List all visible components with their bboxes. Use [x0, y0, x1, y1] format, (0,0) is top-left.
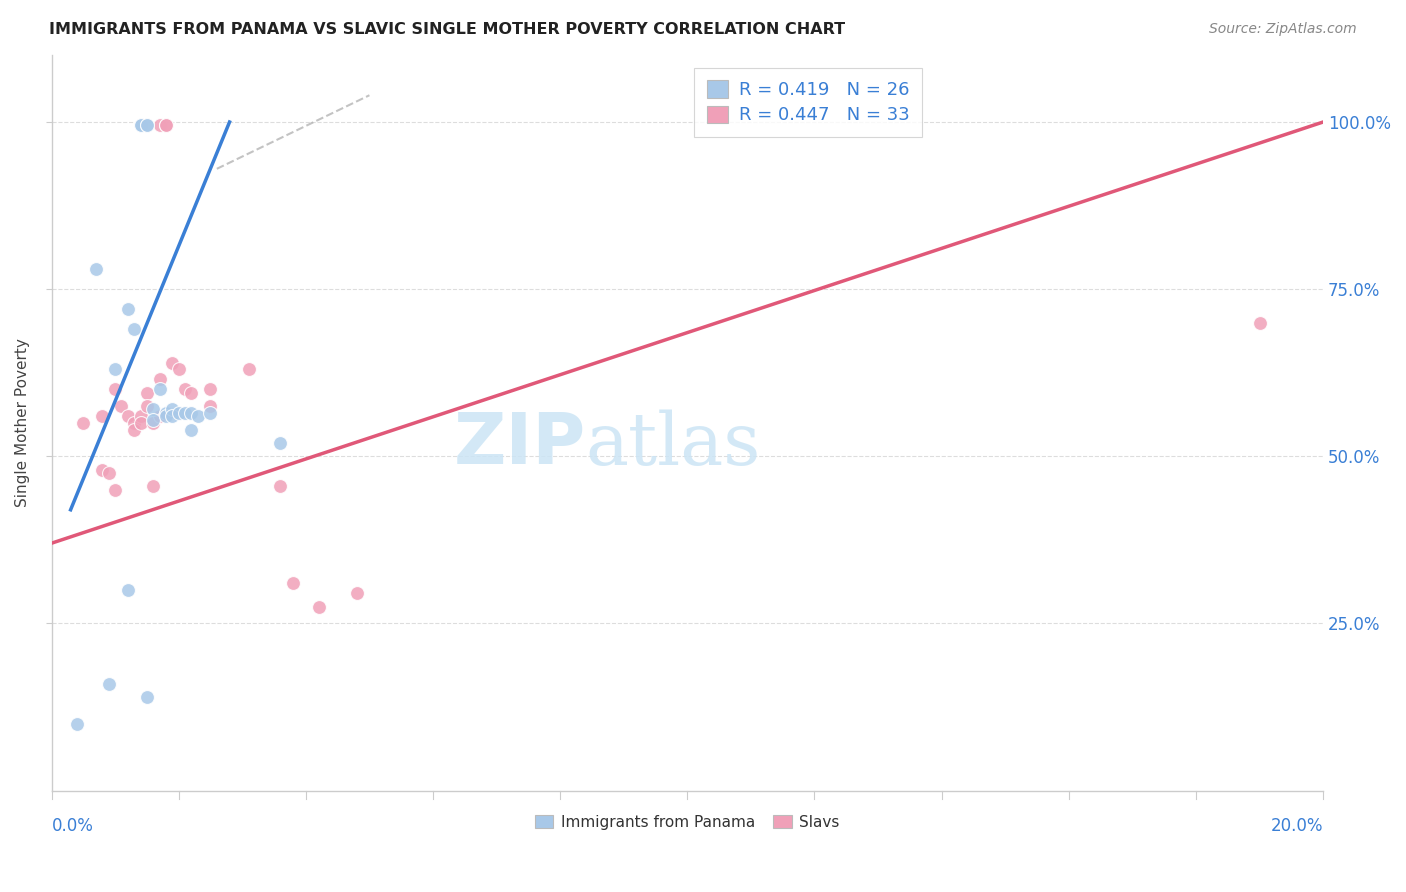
Point [174, 383, 197, 397]
Text: 20.0%: 20.0% [1271, 817, 1323, 835]
Point [129, 409, 152, 424]
Point [167, 362, 190, 376]
Point [135, 690, 157, 704]
Point [155, 409, 177, 424]
Point [200, 406, 222, 420]
Text: Source: ZipAtlas.com: Source: ZipAtlas.com [1209, 22, 1357, 37]
Point [149, 383, 172, 397]
Point [180, 423, 202, 437]
Point [167, 406, 190, 420]
Point [187, 409, 209, 424]
Y-axis label: Single Mother Poverty: Single Mother Poverty [15, 338, 30, 508]
Point [1249, 316, 1271, 330]
Point [149, 372, 172, 386]
Point [142, 402, 165, 417]
Point [142, 412, 165, 426]
Point [122, 423, 145, 437]
Point [269, 436, 291, 450]
Point [155, 119, 177, 133]
Point [149, 409, 172, 424]
Point [117, 582, 139, 597]
Point [238, 362, 260, 376]
Point [135, 399, 157, 413]
Point [104, 362, 127, 376]
Text: ZIP: ZIP [453, 410, 586, 479]
Point [129, 119, 152, 133]
Point [97, 676, 120, 690]
Point [129, 119, 152, 133]
Point [104, 483, 127, 497]
Point [117, 302, 139, 317]
Point [66, 716, 89, 731]
Point [122, 416, 145, 430]
Point [281, 576, 304, 591]
Point [162, 356, 184, 370]
Point [135, 119, 157, 133]
Point [155, 119, 177, 133]
Point [149, 119, 172, 133]
Point [122, 322, 145, 336]
Point [174, 406, 197, 420]
Point [162, 402, 184, 417]
Point [162, 409, 184, 424]
Point [129, 416, 152, 430]
Legend: Immigrants from Panama, Slavs: Immigrants from Panama, Slavs [529, 809, 846, 836]
Point [104, 383, 127, 397]
Point [269, 479, 291, 493]
Point [72, 416, 94, 430]
Point [91, 409, 114, 424]
Point [308, 599, 330, 614]
Point [200, 399, 222, 413]
Point [155, 406, 177, 420]
Point [135, 385, 157, 400]
Point [84, 262, 107, 277]
Point [142, 479, 165, 493]
Point [346, 586, 368, 600]
Point [200, 383, 222, 397]
Point [117, 409, 139, 424]
Point [135, 119, 157, 133]
Point [142, 416, 165, 430]
Point [180, 406, 202, 420]
Point [110, 399, 132, 413]
Text: IMMIGRANTS FROM PANAMA VS SLAVIC SINGLE MOTHER POVERTY CORRELATION CHART: IMMIGRANTS FROM PANAMA VS SLAVIC SINGLE … [49, 22, 845, 37]
Text: atlas: atlas [586, 409, 761, 480]
Text: 0.0%: 0.0% [52, 817, 93, 835]
Point [180, 385, 202, 400]
Point [91, 463, 114, 477]
Point [97, 466, 120, 480]
